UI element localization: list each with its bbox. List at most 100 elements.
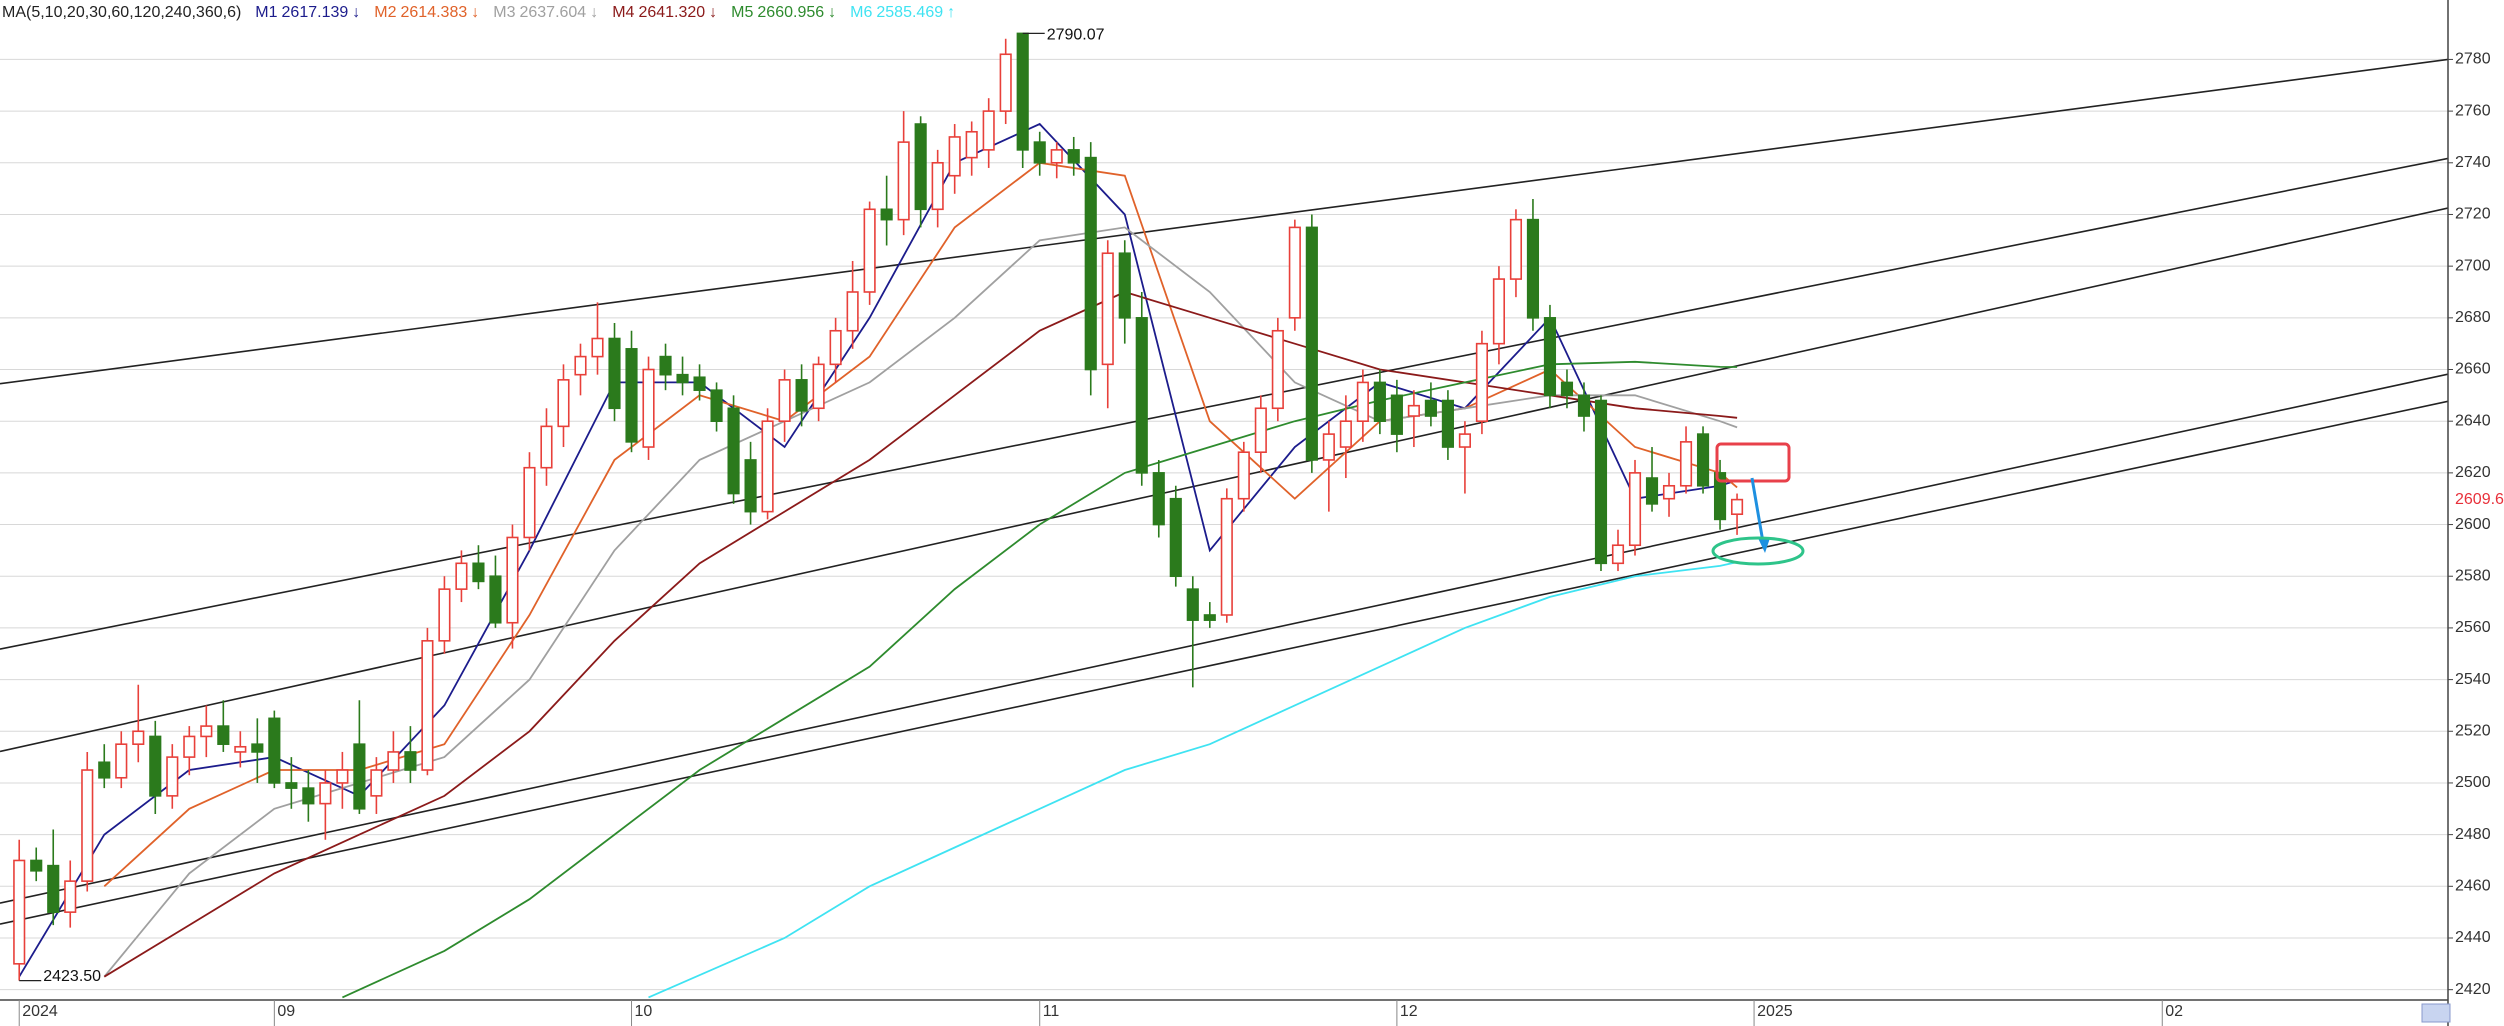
candle-body [1237, 451, 1250, 500]
candle-body [693, 376, 706, 391]
legend-arrow: ↓ [828, 4, 837, 21]
candle-body [608, 337, 621, 410]
candle-body [1645, 477, 1659, 505]
candle-body [1084, 156, 1097, 371]
candle-body [455, 562, 468, 590]
annotation-label: 2790.07 [1047, 27, 1105, 44]
candle-body [1509, 218, 1523, 280]
y-tick-label: 2640 [2455, 412, 2491, 429]
candle-body [897, 141, 910, 221]
candle-body [1152, 472, 1165, 526]
candle-body [438, 588, 451, 642]
x-tick-label: 02 [2165, 1003, 2183, 1020]
ma-line [342, 360, 1738, 999]
candle-body [387, 751, 400, 771]
candle-body [1067, 149, 1080, 164]
y-tick-label: 2520 [2455, 722, 2491, 739]
candle-body [1339, 420, 1352, 448]
candle-body [710, 389, 723, 422]
candle-body [1577, 394, 1591, 417]
y-tick-label: 2660 [2455, 361, 2491, 378]
candle-body [1033, 141, 1046, 164]
candle-body [302, 787, 315, 805]
plot-area: 2790.07 2423.50 [0, 27, 2448, 999]
y-tick-label: 2500 [2455, 774, 2491, 791]
current-price-label: 2609.65 [2455, 491, 2504, 508]
trend-line [0, 157, 2448, 650]
candle-body [1220, 497, 1233, 616]
trend-line [0, 400, 2448, 925]
candle-body [863, 208, 876, 293]
trend-line [0, 207, 2448, 753]
legend-arrow: ↓ [709, 4, 718, 21]
y-tick-label: 2460 [2455, 878, 2491, 895]
legend: MA(5,10,20,30,60,120,240,360,6) M1 2617.13… [2, 4, 959, 22]
candle-body [1288, 226, 1301, 319]
candle-body [1305, 226, 1318, 461]
trend-line [0, 373, 2448, 904]
ma-line [648, 561, 1738, 999]
candle-body [234, 745, 247, 753]
candle-body [268, 717, 281, 784]
y-tick-label: 2440 [2455, 929, 2491, 946]
y-tick-label: 2540 [2455, 671, 2491, 688]
y-tick-label: 2480 [2455, 826, 2491, 843]
candle-body [166, 756, 179, 797]
candle-body [1679, 441, 1693, 487]
candle-body [982, 110, 995, 151]
candle-body [591, 337, 604, 358]
trend-line [0, 58, 2448, 385]
candle-body [1458, 433, 1471, 448]
candle-body [1628, 472, 1642, 547]
legend-name: M6 [850, 4, 873, 21]
y-tick-label: 2780 [2455, 51, 2491, 68]
legend-title: MA(5,10,20,30,60,120,240,360,6) [2, 4, 242, 21]
candle-body [217, 725, 230, 745]
arrow-head [1758, 538, 1770, 553]
candle-body [404, 751, 417, 771]
legend-arrow: ↓ [352, 4, 361, 21]
candle-body [353, 743, 366, 810]
candle-body [64, 880, 77, 913]
legend-name: M3 [493, 4, 516, 21]
candle-body [149, 735, 162, 797]
candle-body [183, 735, 196, 758]
candle-body [81, 769, 94, 882]
highlight-box [1715, 442, 1791, 483]
candle-body [1203, 614, 1216, 621]
candle-body [200, 725, 213, 738]
candle-body [47, 864, 60, 913]
candle-body [965, 130, 978, 159]
x-tick-label: 2024 [22, 1003, 58, 1020]
candle-body [812, 363, 825, 410]
y-tick-label: 2420 [2455, 981, 2491, 998]
candle-body [115, 743, 128, 779]
x-tick-label: 2025 [1757, 1003, 1793, 1020]
candle-body [625, 348, 638, 443]
candle-body [778, 379, 791, 422]
candle-body [1271, 329, 1284, 410]
candle-body [846, 291, 859, 332]
candle-body [285, 782, 298, 789]
grid [0, 58, 2448, 991]
legend-value: 2614.383 [400, 4, 468, 21]
y-tick-label: 2720 [2455, 206, 2491, 223]
legend-value: 2637.604 [519, 4, 587, 21]
legend-name: M4 [612, 4, 635, 21]
y-tick-label: 2560 [2455, 619, 2491, 636]
candle-body [914, 123, 927, 211]
candle-body [523, 466, 536, 539]
candle-body [880, 208, 893, 221]
candle-body [1356, 381, 1369, 422]
candle-body [1441, 399, 1454, 448]
candle-body [489, 575, 502, 624]
y-tick-label: 2600 [2455, 516, 2491, 533]
y-tick-label: 2680 [2455, 309, 2491, 326]
candle-body [319, 782, 332, 805]
candle-body [676, 373, 689, 384]
candle-body [744, 459, 757, 513]
y-tick-label: 2700 [2455, 257, 2491, 274]
candle-body [1424, 399, 1437, 417]
candle-body [1322, 433, 1335, 461]
